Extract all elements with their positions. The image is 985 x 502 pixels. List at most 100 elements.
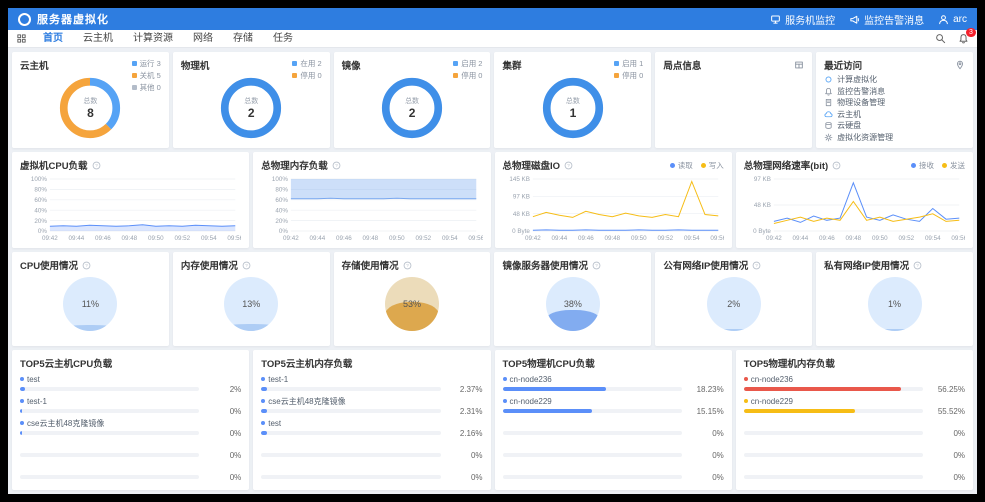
row-value: 0%	[953, 428, 965, 438]
top5-list: cn-node236 18.23% cn-node229 15.15% 0% 0% 0%	[502, 374, 724, 484]
question-icon: ?	[832, 161, 841, 170]
row-value: 18.23%	[696, 384, 724, 394]
menu-items: 首页 云主机 计算资源 网络 存储 任务	[33, 30, 303, 48]
top5-row: cn-node236 18.23%	[502, 374, 724, 396]
bar-fill	[20, 409, 22, 413]
recent-item[interactable]: 监控告警消息	[824, 86, 965, 98]
dashboard-content: 云主机 运行 3 关机 5 其他 0 总数 8 物理机 在用 2 停用 0 总数 2 镜像 启用 2 停用…	[8, 48, 977, 494]
top5-card-TOP5云主机内存负载: TOP5云主机内存负载 test-1 2.37% cse云主机48克隆镜像 2.31% t…	[253, 350, 491, 490]
legend-item: 关机 5	[131, 70, 161, 81]
apps-icon	[17, 34, 26, 43]
menu-item-首页[interactable]: 首页	[43, 32, 63, 44]
question-icon: ?	[752, 261, 761, 270]
gauge-card-存储使用情况: 存储使用情况? 53%	[333, 252, 491, 346]
legend-item: 停用 0	[292, 70, 322, 81]
menu-item-网络[interactable]: 网络	[193, 32, 213, 44]
svg-text:09:54: 09:54	[925, 235, 941, 242]
row-value: 0%	[229, 472, 242, 482]
legend-swatch	[131, 61, 137, 66]
top5-list: test-1 2.37% cse云主机48克隆镜像 2.31% test 2.16% 0% 0…	[261, 374, 483, 484]
gauge-card-内存使用情况: 内存使用情况? 13%	[172, 252, 330, 346]
svg-text:09:50: 09:50	[148, 235, 164, 242]
question-icon: ?	[592, 261, 601, 270]
top5-row: cse云主机48克隆镜像 2.31%	[261, 396, 483, 418]
search-button[interactable]	[935, 33, 946, 44]
menubar: 首页 云主机 计算资源 网络 存储 任务 3	[8, 28, 977, 48]
card-title: 云主机	[20, 61, 49, 72]
menu-item-存储[interactable]: 存储	[233, 32, 253, 44]
top5-row: 0%	[261, 462, 483, 484]
question-icon: ?	[913, 261, 922, 269]
pin-button[interactable]	[955, 60, 965, 70]
gauge-card-CPU使用情况: CPU使用情况? 11%	[12, 252, 169, 346]
topbar-link-label: 服务机监控	[785, 15, 836, 27]
legend-item-发送[interactable]: 发送	[942, 160, 965, 171]
legend-item-接收[interactable]: 接收	[911, 160, 934, 171]
app-title: 服务器虚拟化	[37, 14, 109, 26]
legend-item: 运行 3	[131, 58, 161, 69]
donut-legend: 在用 2 停用 0	[292, 58, 322, 81]
apps-menu-button[interactable]	[16, 33, 27, 44]
bar-track	[743, 409, 923, 413]
question-icon: ?	[403, 261, 412, 269]
question-icon: ?	[832, 161, 841, 169]
recent-item[interactable]: 云主机	[824, 109, 965, 121]
legend-item: 启用 2	[453, 58, 482, 69]
svg-text:40%: 40%	[276, 207, 289, 214]
recent-item[interactable]: 云硬盘	[824, 120, 965, 132]
gauge-fill	[545, 310, 600, 331]
svg-text:?: ?	[406, 263, 409, 269]
cloud-icon	[824, 111, 833, 117]
menu-item-任务[interactable]: 任务	[273, 32, 293, 44]
legend-swatch	[131, 85, 137, 90]
row-label: test	[27, 374, 40, 384]
legend-swatch	[453, 73, 459, 78]
user-menu[interactable]: arc	[938, 14, 967, 25]
gauge-value: 53%	[403, 299, 422, 309]
site-info-table-button[interactable]	[794, 60, 804, 70]
menu-item-云主机[interactable]: 云主机	[83, 32, 113, 44]
row-dot	[261, 377, 266, 381]
app-window: 服务器虚拟化 服务机监控 监控告警消息 arc 首页 云主机 计算资源 网络 存储 任务 3 …	[8, 8, 977, 494]
top5-list: cn-node236 56.25% cn-node229 55.52% 0% 0% 0%	[743, 374, 965, 484]
gauge-value: 11%	[81, 299, 100, 309]
bar-track	[502, 453, 682, 457]
legend-label: 读取	[677, 160, 693, 170]
recent-item[interactable]: 计算虚拟化	[824, 74, 965, 86]
row-value: 0%	[470, 472, 483, 482]
gauge: 38%	[545, 277, 600, 331]
row-value: 2%	[229, 384, 242, 394]
bar-track	[20, 387, 200, 391]
legend-item-写入[interactable]: 写入	[700, 160, 724, 171]
question-icon: ?	[564, 161, 573, 169]
legend-dot	[942, 162, 947, 168]
recent-visits-card: 最近访问 计算虚拟化 监控告警消息 物理设备管理 云主机 云硬盘 虚拟化资源管理	[816, 52, 973, 148]
row-value: 2.16%	[459, 428, 483, 438]
question-icon: ?	[752, 261, 761, 269]
svg-text:09:48: 09:48	[122, 235, 138, 242]
notifications-button[interactable]: 3	[958, 28, 976, 44]
recent-item[interactable]: 虚拟化资源管理	[824, 132, 965, 144]
legend-dot	[669, 162, 675, 168]
svg-text:?: ?	[245, 263, 248, 269]
svg-text:09:56: 09:56	[951, 235, 965, 242]
chart-card-总物理内存负载: 总物理内存负载? 100% 80% 60% 40% 20% 0% 09:42 09:44 09:4…	[253, 152, 491, 248]
card-title: TOP5云主机内存负载	[261, 359, 353, 370]
svg-text:09:52: 09:52	[174, 235, 190, 242]
top5-row: 0%	[261, 440, 483, 462]
donut-legend: 运行 3 关机 5 其他 0	[131, 58, 161, 93]
svg-text:09:56: 09:56	[469, 235, 483, 242]
topbar-link[interactable]: 监控告警消息	[849, 12, 924, 27]
menu-item-计算资源[interactable]: 计算资源	[133, 32, 173, 44]
recent-item[interactable]: 物理设备管理	[824, 97, 965, 109]
top5-row: test 2%	[20, 374, 241, 396]
legend-item-读取[interactable]: 读取	[669, 160, 693, 171]
gauge-card-私有网络IP使用情况: 私有网络IP使用情况? 1%	[816, 252, 973, 346]
svg-text:?: ?	[595, 263, 598, 269]
gauge-fill	[224, 323, 279, 331]
svg-text:80%: 80%	[276, 187, 289, 194]
svg-text:97 KB: 97 KB	[754, 176, 771, 183]
topbar-link[interactable]: 服务机监控	[770, 12, 835, 27]
bar-fill	[20, 387, 26, 391]
